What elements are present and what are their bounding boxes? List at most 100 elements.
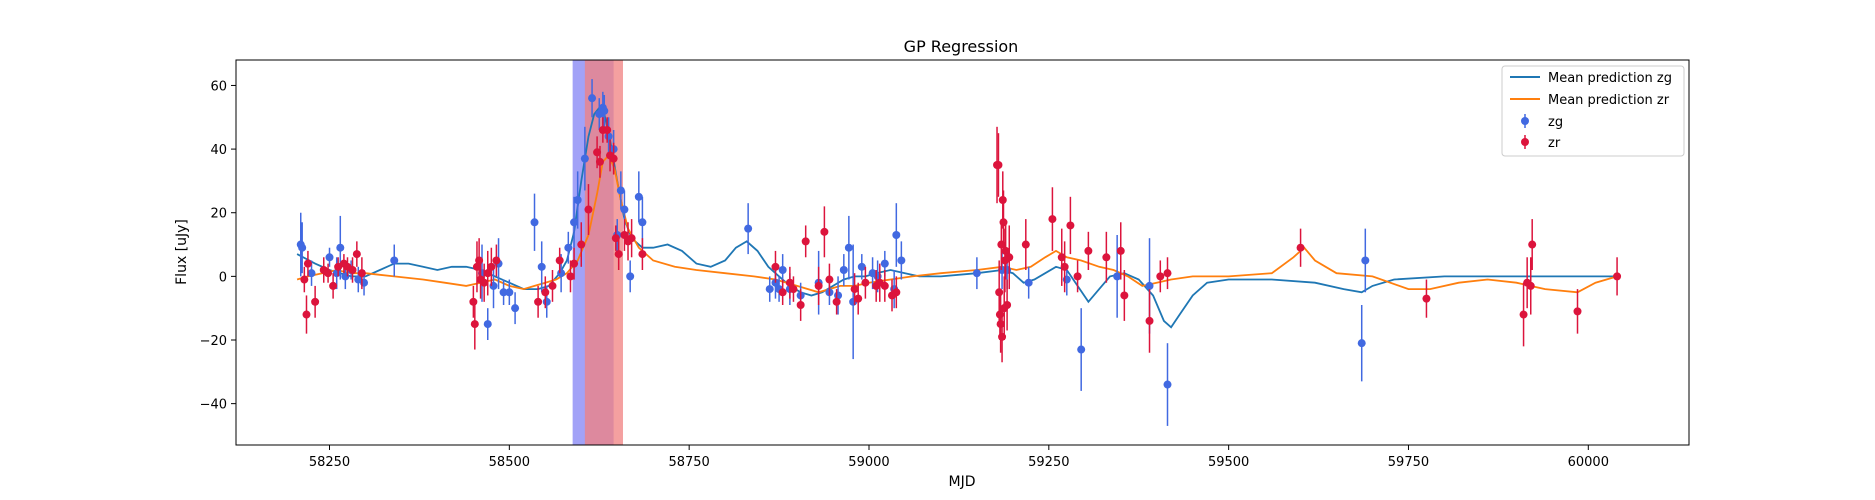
legend-marker-zg-icon bbox=[1521, 117, 1529, 125]
legend: Mean prediction zg Mean prediction zr zg… bbox=[1501, 65, 1685, 157]
point-zg bbox=[325, 247, 334, 267]
point-zr bbox=[1120, 270, 1129, 321]
point-zr bbox=[771, 250, 780, 283]
point-zr bbox=[825, 263, 834, 296]
point-zg bbox=[570, 196, 579, 248]
marker-zr-29 bbox=[584, 205, 593, 214]
point-zr bbox=[832, 289, 841, 315]
point-zr bbox=[548, 270, 557, 302]
point-zg bbox=[626, 260, 635, 293]
marker-zr-53 bbox=[854, 294, 863, 303]
point-zr bbox=[483, 250, 492, 296]
point-zg bbox=[744, 203, 753, 255]
x-tick-label-58750: 58750 bbox=[668, 455, 709, 470]
marker-zr-86 bbox=[1163, 269, 1172, 278]
marker-zg-48 bbox=[839, 266, 848, 274]
marker-zr-14 bbox=[470, 320, 479, 329]
marker-zr-44 bbox=[785, 278, 794, 287]
point-zr bbox=[566, 260, 575, 293]
point-zr bbox=[329, 273, 338, 299]
point-zg bbox=[972, 257, 981, 290]
point-zr bbox=[609, 142, 618, 175]
x-tick-label-59000: 59000 bbox=[848, 455, 889, 470]
point-zr bbox=[854, 282, 863, 315]
marker-zg-17 bbox=[511, 304, 520, 313]
point-zr bbox=[357, 257, 366, 290]
marker-zr-41 bbox=[638, 250, 647, 259]
point-zr bbox=[1021, 219, 1030, 270]
marker-zr-18 bbox=[480, 278, 489, 287]
point-zr bbox=[778, 279, 787, 305]
marker-zg-63 bbox=[1077, 345, 1086, 354]
point-zr bbox=[300, 266, 309, 293]
point-zr bbox=[880, 270, 889, 302]
marker-zr-0 bbox=[300, 275, 309, 284]
point-zr bbox=[801, 225, 810, 258]
point-zr bbox=[492, 244, 501, 277]
marker-zr-11 bbox=[352, 250, 361, 259]
marker-zr-54 bbox=[861, 278, 870, 287]
marker-zr-23 bbox=[541, 288, 550, 297]
marker-zr-79 bbox=[1073, 272, 1082, 281]
marker-zr-12 bbox=[357, 269, 366, 278]
marker-zg-25 bbox=[580, 154, 589, 163]
legend-label-zg: zg bbox=[1548, 115, 1563, 130]
marker-zg-56 bbox=[892, 231, 901, 239]
point-zg bbox=[1163, 343, 1172, 426]
marker-zr-33 bbox=[603, 126, 612, 134]
marker-zr-75 bbox=[1048, 215, 1057, 224]
marker-zg-42 bbox=[778, 266, 787, 274]
marker-zg-36 bbox=[634, 192, 643, 201]
marker-zr-27 bbox=[570, 259, 579, 268]
marker-zr-21 bbox=[492, 256, 501, 265]
point-zg bbox=[857, 254, 866, 280]
point-zg bbox=[1024, 266, 1033, 299]
point-zr bbox=[1057, 228, 1066, 286]
point-zr bbox=[1145, 289, 1154, 353]
point-zg bbox=[1357, 305, 1366, 382]
point-zr bbox=[1613, 257, 1622, 296]
y-tick-label-60: 60 bbox=[210, 79, 227, 94]
marker-zr-16 bbox=[475, 256, 484, 265]
point-zr bbox=[638, 238, 647, 270]
marker-zr-26 bbox=[566, 272, 575, 281]
marker-zr-85 bbox=[1156, 272, 1165, 281]
point-zr bbox=[1005, 225, 1014, 290]
marker-zg-57 bbox=[897, 256, 906, 265]
marker-zr-24 bbox=[548, 281, 557, 290]
point-zr bbox=[627, 219, 636, 258]
marker-zr-49 bbox=[820, 227, 829, 236]
marker-zg-58 bbox=[972, 269, 981, 278]
marker-zg-65 bbox=[1145, 281, 1154, 290]
marker-zr-77 bbox=[1060, 262, 1069, 271]
point-zr bbox=[1073, 260, 1082, 293]
point-zr bbox=[470, 298, 479, 350]
point-zr bbox=[311, 285, 320, 318]
point-zg bbox=[483, 308, 492, 340]
marker-zr-28 bbox=[577, 240, 586, 249]
point-zr bbox=[796, 289, 805, 321]
marker-zr-88 bbox=[1422, 294, 1431, 303]
point-zr bbox=[1001, 222, 1010, 280]
marker-zr-61 bbox=[994, 161, 1003, 169]
marker-zr-76 bbox=[1057, 253, 1066, 262]
point-zg bbox=[390, 244, 399, 277]
marker-zr-46 bbox=[796, 301, 805, 309]
point-zr bbox=[1573, 289, 1582, 334]
marker-zr-87 bbox=[1296, 243, 1305, 252]
point-zr bbox=[1066, 196, 1075, 255]
marker-zr-89 bbox=[1519, 310, 1528, 319]
marker-zg-66 bbox=[1163, 380, 1172, 389]
marker-zr-43 bbox=[778, 288, 787, 297]
point-zr bbox=[1060, 241, 1069, 293]
point-zr bbox=[1003, 279, 1012, 331]
point-zg bbox=[537, 241, 546, 293]
point-zr bbox=[614, 238, 623, 270]
legend-label-zr: zr bbox=[1548, 136, 1561, 151]
marker-zg-39 bbox=[765, 285, 774, 294]
point-zr bbox=[555, 247, 564, 274]
point-zr bbox=[1116, 222, 1125, 280]
x-tick-label-60000: 60000 bbox=[1568, 455, 1609, 470]
marker-zr-78 bbox=[1066, 221, 1075, 230]
point-zg bbox=[588, 79, 597, 118]
